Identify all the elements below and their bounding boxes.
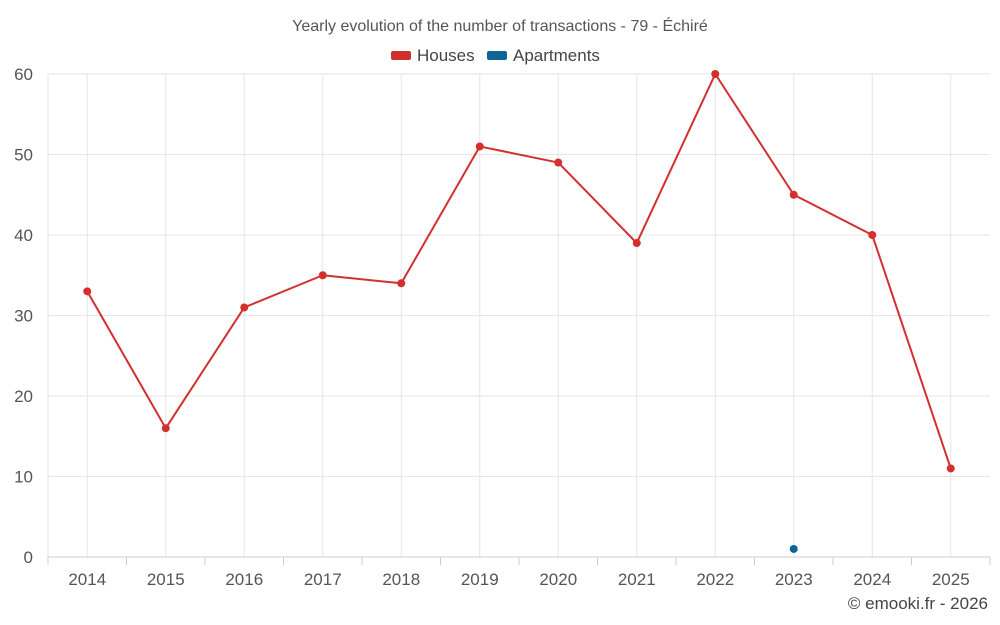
data-point-houses[interactable] (711, 70, 720, 78)
series-layer (83, 70, 955, 553)
x-tick-label: 2014 (68, 570, 106, 589)
y-tick-label: 10 (14, 468, 33, 487)
y-tick-label: 60 (14, 65, 33, 84)
series-line-houses (86, 73, 952, 469)
x-tick-label: 2024 (853, 570, 891, 589)
data-point-apartments[interactable] (789, 544, 798, 553)
credit-text: © emooki.fr - 2026 (848, 594, 988, 613)
x-tick-label: 2016 (225, 570, 263, 589)
data-point-houses[interactable] (632, 239, 641, 248)
data-point-houses[interactable] (554, 158, 563, 167)
data-point-houses[interactable] (83, 287, 92, 296)
legend-item-apartments[interactable]: Apartments (487, 46, 600, 65)
legend-swatch-apartments (487, 51, 507, 60)
x-tick-label: 2020 (539, 570, 577, 589)
axis-layer: 0 10 20 30 40 50 60 2014 2015 2016 2017 2018 2019 202… (14, 65, 991, 589)
x-tick-label: 2021 (618, 570, 656, 589)
data-point-houses[interactable] (475, 142, 484, 151)
x-tick-label: 2019 (461, 570, 499, 589)
data-point-houses[interactable] (318, 271, 327, 280)
y-tick-label: 30 (14, 307, 33, 326)
data-point-houses[interactable] (868, 231, 877, 239)
x-tick-label: 2018 (382, 570, 420, 589)
data-point-houses[interactable] (240, 303, 249, 312)
legend-swatch-houses (391, 51, 411, 60)
x-tick-label: 2023 (775, 570, 813, 589)
y-tick-label: 40 (14, 226, 33, 245)
x-tick-label: 2022 (696, 570, 734, 589)
x-tick-label: 2015 (147, 570, 185, 589)
y-tick-label: 20 (14, 387, 33, 406)
legend: Houses Apartments (391, 46, 600, 65)
chart-title: Yearly evolution of the number of transa… (292, 16, 708, 35)
x-tick-label: 2025 (932, 570, 970, 589)
data-point-houses[interactable] (946, 464, 955, 473)
y-tick-label: 50 (14, 146, 33, 165)
legend-label-apartments: Apartments (513, 46, 600, 65)
legend-item-houses[interactable]: Houses (391, 46, 475, 65)
grid-layer (47, 73, 990, 557)
data-point-houses[interactable] (397, 279, 406, 288)
y-tick-label: 0 (24, 548, 33, 567)
data-point-houses[interactable] (161, 424, 170, 433)
data-point-houses[interactable] (789, 190, 798, 199)
x-tick-label: 2017 (304, 570, 342, 589)
legend-label-houses: Houses (417, 46, 475, 65)
